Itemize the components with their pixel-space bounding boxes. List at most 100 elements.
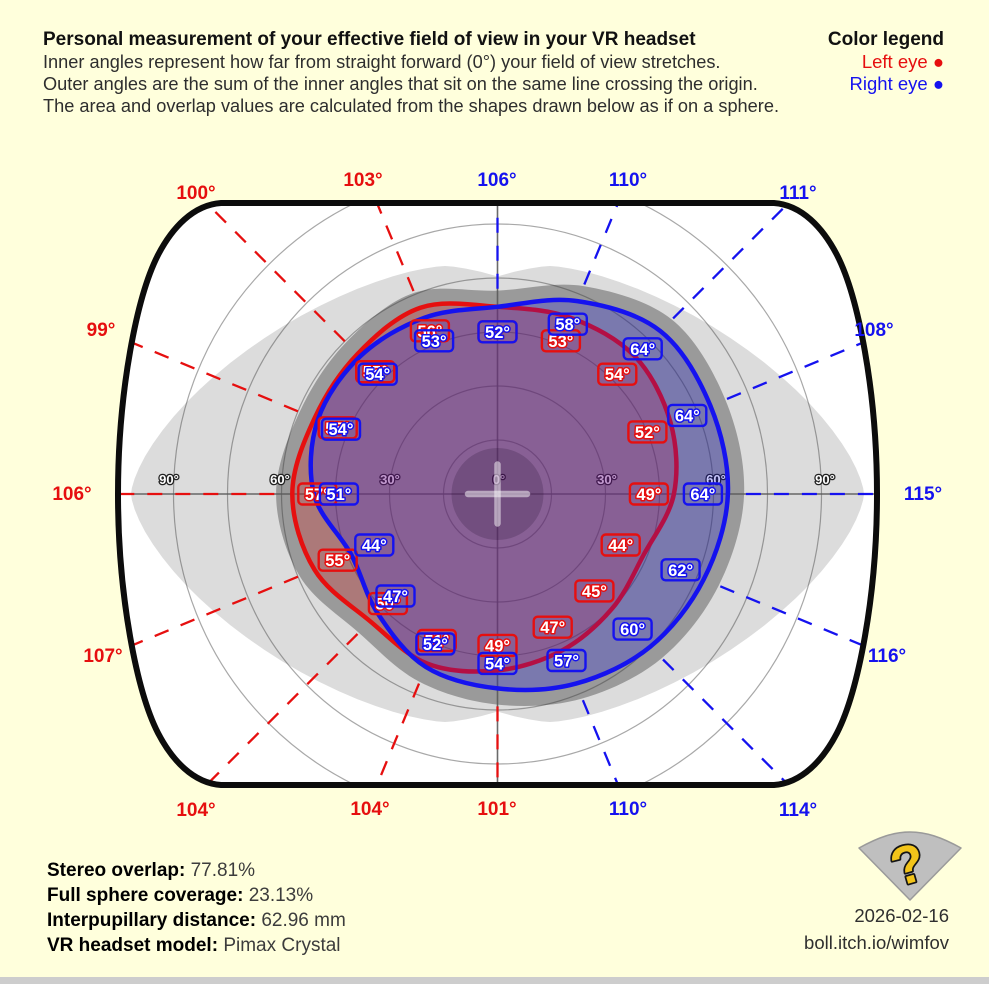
outer-angle-label-W: 106° bbox=[52, 484, 91, 505]
inner-angle-label-box bbox=[600, 533, 641, 557]
inner-angle-label-left-NE[interactable]: 54° bbox=[597, 362, 638, 386]
report-date: 2026-02-16 bbox=[854, 905, 949, 926]
outer-angle-label-SE: 114° bbox=[779, 800, 817, 821]
inner-angle-label-box bbox=[546, 648, 587, 673]
ring-labels: 90°60°30°0°30°60°90° bbox=[158, 471, 836, 489]
inner-angle-label-text: 57° bbox=[305, 486, 330, 504]
inner-angle-label-box bbox=[297, 482, 338, 506]
stat-row-headset-model: VR headset model: Pimax Crystal bbox=[47, 933, 346, 958]
inner-angle-label-box bbox=[415, 632, 456, 656]
inner-angle-label-text: 49° bbox=[485, 637, 510, 655]
inner-angle-label-right-NE[interactable]: 64° bbox=[622, 337, 663, 361]
inner-angle-label-text: 51° bbox=[424, 633, 449, 651]
inner-angle-label-box bbox=[413, 329, 455, 353]
logo-wedge bbox=[858, 831, 962, 901]
inner-angle-label-box bbox=[355, 360, 396, 384]
inner-angle-label-right-E[interactable]: 64° bbox=[682, 482, 724, 506]
inner-angle-label-text: 54° bbox=[485, 655, 510, 673]
inner-angle-label-text: 64° bbox=[630, 341, 655, 359]
spoke-NE bbox=[672, 203, 803, 320]
inner-angle-label-left-SW[interactable]: 50° bbox=[367, 591, 409, 616]
spoke-SSE bbox=[581, 699, 664, 785]
inner-angle-label-text: 56° bbox=[417, 323, 442, 341]
spoke-NNW bbox=[331, 203, 415, 292]
inner-angle-label-right-SE[interactable]: 60° bbox=[612, 617, 653, 641]
inner-angle-label-text: 49° bbox=[636, 486, 661, 504]
inner-angle-label-right-N[interactable]: 52° bbox=[477, 320, 518, 344]
outer-angle-label-NNE: 110° bbox=[609, 170, 647, 191]
ring-label: 90° bbox=[815, 472, 835, 487]
inner-angle-label-text: 58° bbox=[555, 316, 580, 334]
inner-angle-label-text: 64° bbox=[690, 486, 715, 504]
inner-angle-label-right-W[interactable]: 51° bbox=[318, 482, 360, 506]
inner-angle-label-text: 62° bbox=[668, 562, 693, 580]
inner-angle-label-text: 60° bbox=[620, 621, 645, 639]
inner-angle-label-left-NW[interactable]: 55° bbox=[355, 360, 396, 384]
header-line-1: Inner angles represent how far from stra… bbox=[43, 52, 721, 72]
inner-angle-label-text: 45° bbox=[582, 583, 607, 601]
inner-angle-label-text: 53° bbox=[422, 333, 447, 351]
inner-angle-label-left-ESE[interactable]: 44° bbox=[600, 533, 641, 557]
inner-angle-label-right-S[interactable]: 54° bbox=[477, 651, 518, 676]
stat-label: Stereo overlap: bbox=[47, 860, 186, 881]
inner-angle-label-left-E[interactable]: 49° bbox=[628, 482, 670, 506]
inner-angle-label-left-SSE[interactable]: 47° bbox=[532, 615, 573, 639]
inner-angle-label-text: 50° bbox=[375, 596, 400, 614]
left-eye-bullet-icon: ● bbox=[932, 51, 944, 72]
inner-angle-label-right-WNW[interactable]: 54° bbox=[320, 417, 362, 441]
inner-angle-label-left-SSW[interactable]: 51° bbox=[416, 628, 457, 653]
inner-angle-label-left-ENE[interactable]: 52° bbox=[627, 420, 668, 444]
inner-angle-label-text: 53° bbox=[548, 333, 573, 351]
inner-angle-label-box bbox=[660, 558, 701, 582]
inner-angle-label-text: 55° bbox=[363, 364, 388, 382]
inner-angle-label-left-WSW[interactable]: 55° bbox=[317, 548, 358, 572]
inner-angle-label-right-NNE[interactable]: 58° bbox=[547, 312, 588, 336]
right-eye-bullet-icon: ● bbox=[932, 73, 944, 94]
header-line-2: Outer angles are the sum of the inner an… bbox=[43, 74, 758, 94]
inner-angle-label-left-S[interactable]: 49° bbox=[477, 633, 518, 658]
stat-value: 23.13% bbox=[248, 885, 314, 906]
spoke-SSW bbox=[331, 683, 421, 785]
inner-angle-label-box bbox=[547, 312, 588, 336]
inner-angle-label-box bbox=[416, 628, 457, 653]
inner-angle-label-left-WNW[interactable]: 55° bbox=[317, 416, 358, 440]
inner-angle-label-box bbox=[477, 320, 518, 344]
inner-angle-label-box bbox=[354, 533, 395, 557]
stat-label: Full sphere coverage: bbox=[47, 885, 244, 906]
inner-angle-label-box bbox=[628, 482, 670, 506]
inner-angle-label-left-SE[interactable]: 45° bbox=[574, 579, 615, 603]
inner-angle-label-right-WSW[interactable]: 44° bbox=[354, 533, 395, 557]
outer-angle-label-WSW: 107° bbox=[83, 646, 122, 667]
inner-angle-label-box bbox=[375, 584, 416, 608]
inner-angle-label-right-SW[interactable]: 47° bbox=[375, 584, 416, 608]
ring-label: 60° bbox=[270, 472, 290, 487]
inner-angle-label-right-SSE[interactable]: 57° bbox=[546, 648, 587, 673]
inner-angle-label-right-NNW[interactable]: 53° bbox=[413, 329, 455, 353]
stats-panel: Stereo overlap: 77.81% Full sphere cover… bbox=[47, 858, 346, 958]
outer-angle-label-SSE: 110° bbox=[609, 799, 647, 820]
inner-angle-label-text: 52° bbox=[635, 424, 660, 442]
inner-angle-label-text: 55° bbox=[325, 420, 350, 438]
inner-angle-label-left-NNE[interactable]: 53° bbox=[540, 329, 582, 353]
outer-angle-label-ENE: 108° bbox=[854, 320, 893, 341]
stat-value: 77.81% bbox=[190, 860, 256, 881]
inner-angle-label-right-ENE[interactable]: 64° bbox=[667, 403, 708, 428]
inner-angle-label-box bbox=[682, 482, 724, 506]
outer-angle-label-NW: 100° bbox=[176, 183, 215, 204]
inner-angle-label-box bbox=[320, 417, 362, 441]
stat-row-stereo-overlap: Stereo overlap: 77.81% bbox=[47, 858, 346, 883]
inner-angle-label-right-SSW[interactable]: 52° bbox=[415, 632, 456, 656]
inner-angle-label-box bbox=[622, 337, 663, 361]
inner-angle-label-right-ESE[interactable]: 62° bbox=[660, 558, 701, 582]
legend-title: Color legend bbox=[827, 29, 944, 50]
outer-angle-labels: 106° 110° 111° 108° 115° 116° 114° 110° 101° 104°… bbox=[52, 170, 942, 821]
inner-angle-label-left-NNW[interactable]: 56° bbox=[409, 319, 451, 343]
inner-angle-label-right-NW[interactable]: 54° bbox=[357, 362, 398, 386]
spoke-SW bbox=[192, 633, 359, 785]
inner-angle-label-left-W[interactable]: 57° bbox=[297, 482, 338, 506]
page-title: Personal measurement of your effective f… bbox=[43, 28, 779, 51]
inner-angle-label-text: 52° bbox=[423, 636, 448, 654]
inner-angle-label-text: 51° bbox=[326, 486, 351, 504]
